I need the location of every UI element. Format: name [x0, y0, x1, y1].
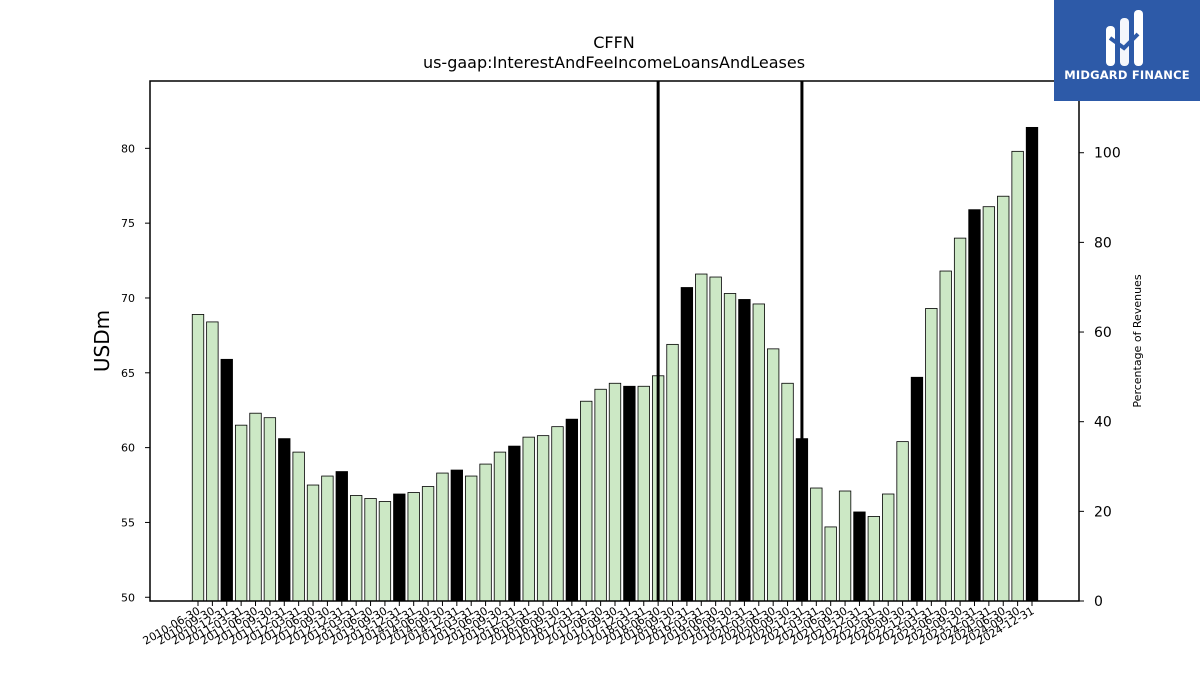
y-axis-right: 0 20 40 60 80 100 — [1079, 146, 1121, 610]
bar — [321, 475, 334, 602]
bar — [824, 526, 837, 602]
bar — [350, 495, 363, 602]
bar — [709, 276, 722, 602]
bar — [421, 486, 435, 602]
y-tick-label: 65 — [121, 367, 135, 380]
y2-axis-label: Percentage of Revenues — [1131, 274, 1144, 407]
y-axis-label: USDm — [90, 310, 114, 372]
midgard-logo-icon — [1106, 10, 1143, 66]
bar — [234, 424, 248, 602]
y-tick-label: 60 — [121, 442, 135, 455]
bar — [853, 511, 866, 602]
bar — [206, 321, 219, 602]
bar — [450, 469, 463, 602]
bar — [910, 376, 924, 602]
bar — [522, 436, 535, 602]
bar — [306, 484, 320, 602]
bar — [292, 451, 305, 602]
bar — [939, 270, 952, 602]
bar — [666, 343, 679, 602]
bar — [953, 237, 967, 602]
bar — [580, 400, 593, 602]
vlines-layer — [656, 81, 804, 601]
bar — [565, 418, 579, 602]
y-tick-label: 55 — [121, 516, 135, 529]
y2-tick-label: 100 — [1094, 146, 1121, 162]
brand-name: MIDGARD FINANCE — [1064, 68, 1190, 82]
y-tick-label: 75 — [121, 217, 135, 230]
bar — [997, 195, 1010, 602]
y2-tick-label: 60 — [1094, 325, 1112, 341]
bar — [968, 209, 981, 602]
chart-title: CFFN — [593, 33, 635, 52]
bar — [493, 451, 507, 602]
bar — [335, 471, 348, 602]
y-tick-label: 70 — [121, 292, 135, 305]
bar — [220, 358, 233, 602]
y2-tick-label: 20 — [1094, 504, 1112, 520]
y2-tick-label: 80 — [1094, 235, 1112, 251]
bar — [594, 388, 607, 602]
bar — [781, 382, 794, 602]
y-axis-left: 50 55 60 65 70 75 80 — [121, 142, 150, 604]
bar — [867, 516, 880, 602]
bar — [393, 493, 406, 602]
bar — [364, 498, 377, 602]
bar — [436, 472, 449, 602]
bar — [982, 206, 996, 602]
bar — [263, 417, 277, 602]
bar — [723, 293, 737, 602]
bar — [378, 501, 392, 602]
bar — [249, 412, 262, 602]
bar — [896, 441, 909, 602]
bar — [407, 492, 420, 602]
bar — [191, 314, 205, 602]
bars-layer — [191, 126, 1039, 602]
bar — [508, 445, 521, 602]
bar — [838, 490, 852, 602]
x-axis: 2010-06-302010-09-302010-12-312011-03-31… — [141, 601, 1037, 648]
bar — [465, 475, 478, 602]
bar — [925, 308, 938, 602]
bar — [695, 273, 708, 602]
bar — [637, 385, 650, 602]
y-tick-label: 80 — [121, 142, 135, 155]
bar — [536, 435, 550, 602]
y2-tick-label: 40 — [1094, 415, 1112, 431]
bar — [680, 287, 694, 602]
y-tick-label: 50 — [121, 591, 135, 604]
bar — [767, 348, 780, 602]
bar — [738, 299, 751, 602]
y2-tick-label: 0 — [1094, 594, 1103, 610]
bar — [1011, 150, 1024, 602]
bar — [608, 382, 622, 602]
brand-logo: MIDGARD FINANCE — [1054, 0, 1200, 101]
bar — [623, 385, 636, 602]
bar — [479, 463, 492, 602]
chart-subtitle: us-gaap:InterestAndFeeIncomeLoansAndLeas… — [423, 53, 805, 72]
bar — [752, 303, 765, 602]
bar — [882, 493, 895, 602]
bar — [810, 487, 823, 602]
bar — [278, 438, 291, 602]
bar — [1025, 126, 1039, 602]
bar — [551, 426, 564, 602]
